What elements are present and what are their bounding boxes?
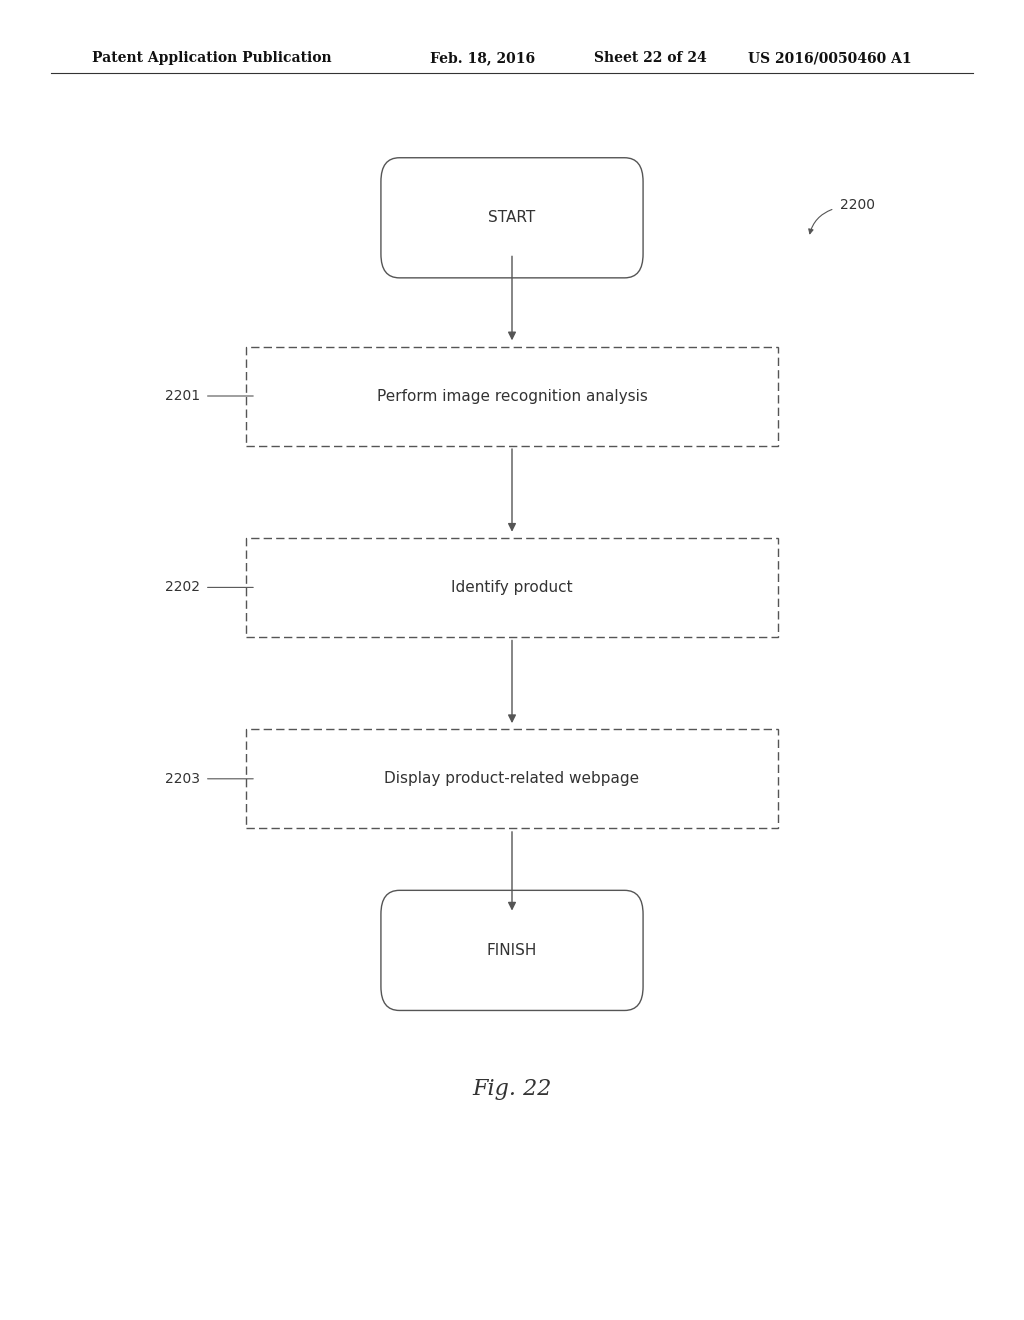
Text: FINISH: FINISH	[486, 942, 538, 958]
Text: Display product-related webpage: Display product-related webpage	[384, 771, 640, 787]
Text: 2200: 2200	[840, 198, 874, 211]
Text: Identify product: Identify product	[452, 579, 572, 595]
FancyBboxPatch shape	[381, 158, 643, 279]
Text: START: START	[488, 210, 536, 226]
Text: Patent Application Publication: Patent Application Publication	[92, 51, 332, 65]
FancyBboxPatch shape	[246, 729, 778, 829]
Text: US 2016/0050460 A1: US 2016/0050460 A1	[748, 51, 911, 65]
Text: Feb. 18, 2016: Feb. 18, 2016	[430, 51, 536, 65]
FancyBboxPatch shape	[246, 539, 778, 636]
Text: 2202: 2202	[165, 581, 200, 594]
FancyBboxPatch shape	[381, 890, 643, 1011]
FancyBboxPatch shape	[246, 347, 778, 446]
Text: 2203: 2203	[165, 772, 200, 785]
Text: Sheet 22 of 24: Sheet 22 of 24	[594, 51, 707, 65]
Text: Perform image recognition analysis: Perform image recognition analysis	[377, 388, 647, 404]
Text: Fig. 22: Fig. 22	[472, 1078, 552, 1100]
Text: 2201: 2201	[165, 389, 200, 403]
